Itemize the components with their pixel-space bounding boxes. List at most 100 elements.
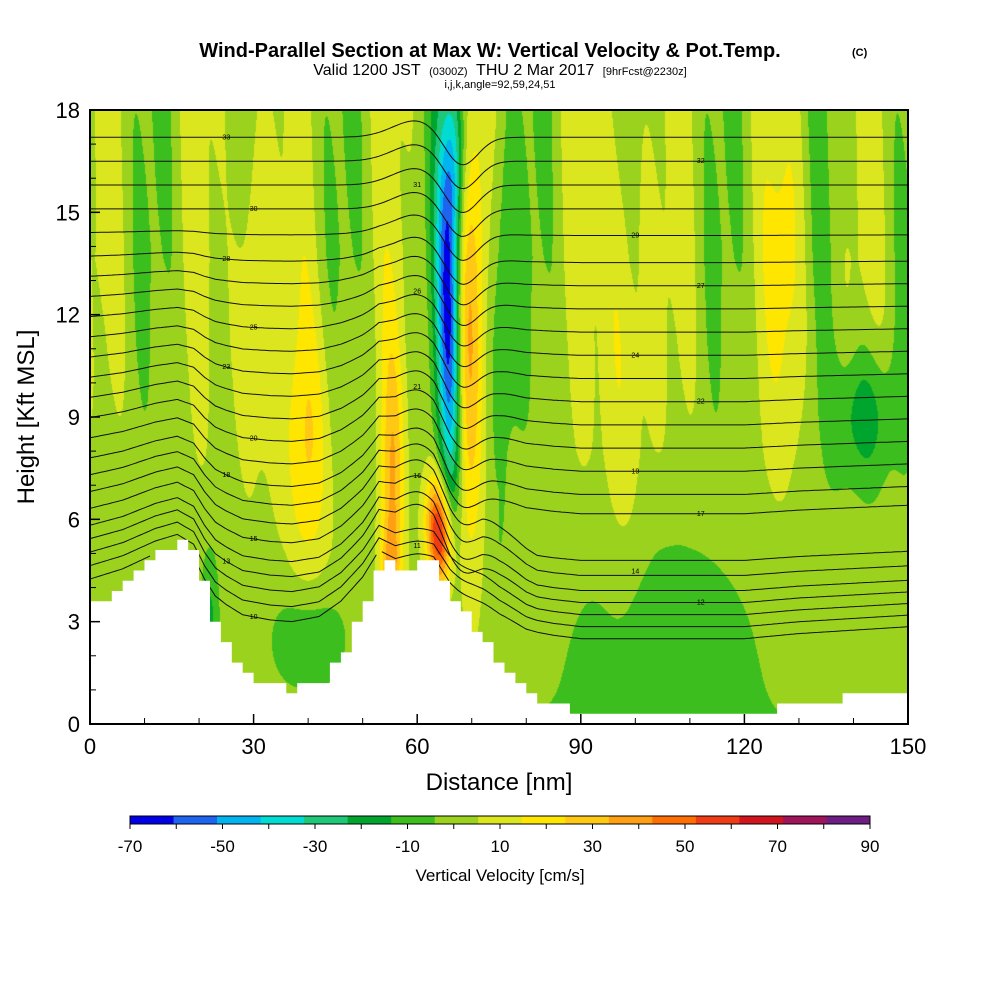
- subtitle-utc: (0300Z): [429, 66, 468, 78]
- theta-contour-13: [90, 503, 908, 603]
- velocity-field: [90, 110, 908, 724]
- theta-contour-label: 10: [250, 614, 258, 621]
- theta-contour-19: [90, 408, 908, 472]
- y-tick-label: 12: [56, 303, 80, 328]
- colorbar-swatch: [826, 816, 871, 824]
- colorbar-tick-label: -30: [303, 837, 328, 856]
- theta-contour-label: 17: [697, 511, 705, 518]
- theta-contour-label: 19: [631, 468, 639, 475]
- x-axis-label: Distance [nm]: [426, 769, 573, 796]
- theta-contour-label: 31: [413, 182, 421, 189]
- theta-contours: 10 11 12 13 14 15 16 17 18 19 20 21 22 23 24 25 26 27 28 29…: [90, 120, 908, 640]
- colorbar: -70 -50 -30 -10 10 30 50 70 90: [118, 815, 880, 856]
- theta-contour-14: [90, 491, 908, 591]
- y-tick-label: 9: [68, 405, 80, 430]
- theta-contour-label: 12: [697, 600, 705, 607]
- colorbar-swatch: [260, 816, 305, 824]
- theta-contour-33: [90, 120, 908, 166]
- colorbar-swatch: [652, 816, 697, 824]
- theta-contour-label: 33: [222, 134, 230, 141]
- y-tick-label: 18: [56, 98, 80, 123]
- colorbar-label: Vertical Velocity [cm/s]: [415, 866, 584, 885]
- theta-contour-label: 13: [222, 558, 230, 565]
- chart-title: Wind-Parallel Section at Max W: Vertical…: [199, 40, 780, 62]
- theta-contour-22: [90, 351, 908, 409]
- colorbar-tick-label: -10: [395, 837, 420, 856]
- subtitle-valid: Valid 1200 JST: [313, 62, 421, 79]
- theta-contour-28: [90, 236, 908, 285]
- theta-contour-label: 25: [250, 324, 258, 331]
- theta-contour-20: [90, 389, 908, 450]
- colorbar-tick-label: 30: [583, 837, 602, 856]
- x-tick-label: 120: [726, 734, 763, 759]
- theta-contour-12: [90, 521, 908, 616]
- colorbar-swatch: [304, 816, 349, 824]
- theta-contour-label: 20: [250, 436, 258, 443]
- chart-subtitle-indices: i,j,k,angle=92,59,24,51: [444, 79, 555, 91]
- x-tick-label: 0: [84, 734, 96, 759]
- theta-contour-label: 22: [697, 399, 705, 406]
- theta-contour-label: 11: [414, 543, 421, 550]
- x-axis: 0 30 60 90 120 150: [84, 714, 926, 759]
- y-tick-label: 6: [68, 507, 80, 532]
- theta-contour-10: [381, 551, 908, 640]
- colorbar-swatch: [347, 816, 392, 824]
- colorbar-swatch: [391, 816, 436, 824]
- velocity-field-raster: [90, 110, 908, 724]
- theta-contour-17: [90, 443, 908, 515]
- theta-contour-label: 30: [250, 206, 258, 213]
- theta-contour-21: [90, 370, 908, 430]
- colorbar-swatch: [739, 816, 784, 824]
- y-tick-label: 15: [56, 200, 80, 225]
- theta-contour-label: 21: [413, 384, 421, 391]
- x-tick-label: 90: [569, 734, 593, 759]
- colorbar-tick-label: 50: [676, 837, 695, 856]
- theta-contour-label: 15: [250, 536, 258, 543]
- subtitle-forecast: [9hrFcst@2230z]: [603, 66, 687, 78]
- theta-contour-label: 32: [697, 158, 705, 165]
- theta-contour-18: [90, 427, 908, 495]
- colorbar-tick-label: 90: [861, 837, 880, 856]
- theta-contour-32: [90, 144, 908, 190]
- colorbar-swatch: [478, 816, 523, 824]
- y-tick-label: 3: [68, 610, 80, 635]
- subtitle-date: THU 2 Mar 2017: [476, 62, 594, 79]
- colorbar-swatch: [565, 816, 610, 824]
- colorbar-swatch: [173, 816, 218, 824]
- chart-title-mark: (C): [852, 47, 868, 59]
- x-tick-label: 60: [405, 734, 429, 759]
- colorbar-tick-label: -70: [118, 837, 143, 856]
- theta-contour-label: 16: [413, 473, 421, 480]
- theta-contour-31: [90, 168, 908, 214]
- theta-contour-label: 27: [697, 283, 705, 290]
- chart-subtitle: Valid 1200 JST (0300Z) THU 2 Mar 2017 [9…: [313, 62, 686, 79]
- x-tick-label: 150: [890, 734, 927, 759]
- colorbar-swatch: [434, 816, 479, 824]
- colorbar-tick-label: 70: [768, 837, 787, 856]
- y-tick-label: 0: [68, 712, 80, 737]
- theta-contour-29: [90, 214, 908, 261]
- colorbar-tick-label: 10: [491, 837, 510, 856]
- theta-contour-label: 24: [631, 352, 639, 359]
- theta-contour-26: [90, 274, 908, 327]
- theta-contour-label: 23: [222, 364, 230, 371]
- theta-contour-label: 14: [631, 569, 639, 576]
- colorbar-swatch: [521, 816, 566, 824]
- y-axis-label: Height [Kft MSL]: [13, 330, 40, 505]
- theta-contour-23: [90, 332, 908, 388]
- y-axis: 0 3 6 9 12 15 18: [56, 98, 100, 737]
- theta-contour-15: [90, 475, 908, 576]
- x-tick-label: 30: [241, 734, 265, 759]
- theta-contour-label: 28: [222, 256, 230, 263]
- theta-contour-label: 18: [222, 472, 230, 479]
- theta-contour-label: 26: [413, 289, 421, 296]
- theta-contour-27: [90, 255, 908, 306]
- colorbar-swatch: [782, 816, 827, 824]
- colorbar-swatch: [608, 816, 653, 824]
- theta-contour-30: [90, 191, 908, 237]
- terrain-shape: [90, 539, 908, 724]
- theta-contour-25: [90, 293, 908, 347]
- terrain-mask: [90, 539, 908, 724]
- theta-contour-10: [90, 555, 151, 580]
